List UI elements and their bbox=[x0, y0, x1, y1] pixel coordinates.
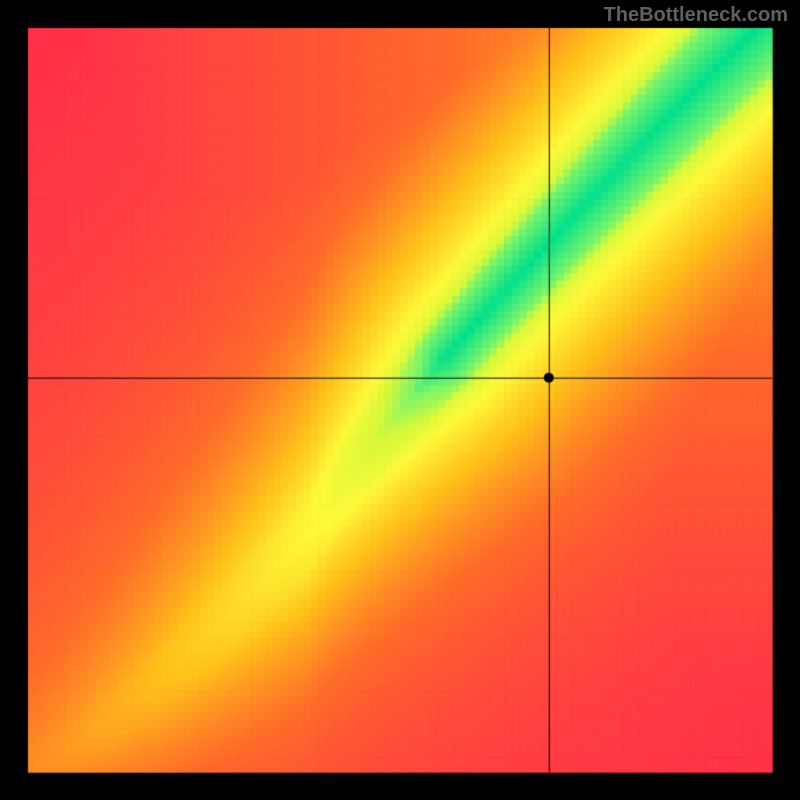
watermark-text: TheBottleneck.com bbox=[604, 4, 788, 27]
chart-container: TheBottleneck.com bbox=[0, 0, 800, 800]
heatmap-canvas bbox=[0, 0, 800, 800]
